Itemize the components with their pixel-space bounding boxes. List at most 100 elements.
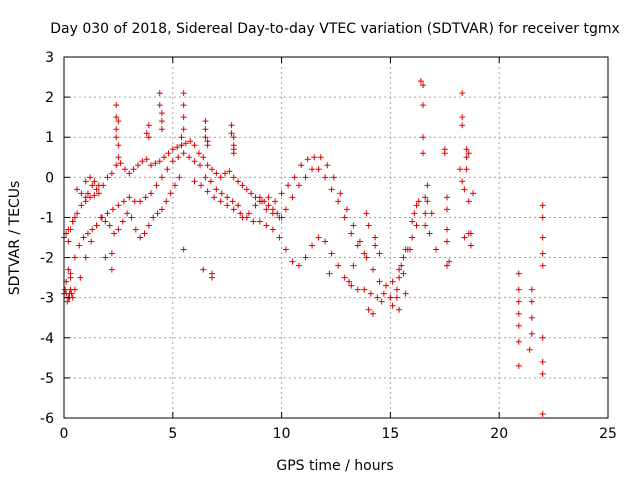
data-point [315,234,322,241]
data-point [515,298,522,305]
data-point [324,162,331,169]
data-point [178,142,185,149]
data-point [291,174,298,181]
data-point [113,102,120,109]
data-point [154,210,161,217]
data-point [176,174,183,181]
data-point [143,156,150,163]
data-point [420,134,427,141]
data-point [143,130,150,137]
data-point [93,222,100,229]
data-point [109,206,116,213]
series-track-B [61,150,242,301]
data-point [396,266,403,273]
data-point [322,174,329,181]
y-tick-label: 3 [45,50,54,66]
data-point [145,222,152,229]
data-point [302,174,309,181]
data-point [202,118,209,125]
data-point [515,362,522,369]
data-point [289,258,296,265]
data-point [265,194,272,201]
data-point [304,156,311,163]
data-point [213,170,220,177]
data-point [224,202,231,209]
data-point [463,154,470,161]
data-point [443,226,450,233]
data-point [539,262,546,269]
data-point [191,178,198,185]
data-point [102,254,109,261]
data-point [137,198,144,205]
data-point [387,294,394,301]
data-point [124,210,131,217]
data-point [171,182,178,189]
data-point [539,250,546,257]
data-point [228,122,235,129]
data-point [396,274,403,281]
data-point [422,210,429,217]
data-point [356,238,363,245]
data-point [420,82,427,89]
data-point [245,210,252,217]
data-point [328,250,335,257]
y-tick-label: -4 [40,331,54,347]
data-point [68,290,75,297]
y-tick-label: -6 [40,411,54,427]
data-point [465,150,472,157]
data-point [195,150,202,157]
data-point [158,118,165,125]
data-point [84,230,91,237]
data-point [126,170,133,177]
data-point [528,314,535,321]
data-point [426,230,433,237]
data-point [343,206,350,213]
data-point [222,170,229,177]
y-axis-label: SDTVAR / TECUs [7,181,23,296]
data-point [207,178,214,185]
data-point [158,206,165,213]
data-point [102,218,109,225]
data-point [113,114,120,121]
data-point [363,254,370,261]
data-point [459,90,466,97]
data-point [78,202,85,209]
data-point [341,274,348,281]
data-point [67,286,74,293]
data-point [113,126,120,133]
data-point [528,286,535,293]
data-point [420,102,427,109]
data-point [131,198,138,205]
y-tick-label: 1 [45,130,54,146]
data-point [148,162,155,169]
data-point [367,290,374,297]
data-point [422,194,429,201]
data-point [69,218,76,225]
data-point [282,246,289,253]
data-point [311,154,318,161]
data-point [263,206,270,213]
data-point [167,190,174,197]
data-point [200,266,207,273]
data-point [341,214,348,221]
data-point [243,186,250,193]
data-point [139,158,146,165]
data-point [93,186,100,193]
data-point [515,338,522,345]
data-point [256,198,263,205]
data-point [230,174,237,181]
data-point [330,174,337,181]
data-point [82,178,89,185]
data-point [289,194,296,201]
data-point [372,242,379,249]
data-point [67,226,74,233]
data-point [104,210,111,217]
data-point [383,282,390,289]
data-point [202,134,209,141]
data-point [393,294,400,301]
data-point [115,226,122,233]
data-point [153,182,160,189]
data-point [211,194,218,201]
data-point [396,306,403,313]
